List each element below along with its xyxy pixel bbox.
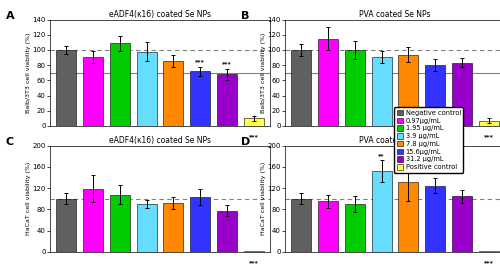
- Bar: [110, 43, 130, 126]
- Bar: [372, 171, 392, 252]
- Bar: [244, 118, 264, 126]
- Title: eADF4(κ16) coated Se NPs: eADF4(κ16) coated Se NPs: [109, 10, 211, 19]
- Text: **: **: [378, 153, 385, 158]
- Bar: [318, 39, 338, 126]
- Bar: [190, 71, 210, 126]
- Title: eADF4(κ16) coated Se NPs: eADF4(κ16) coated Se NPs: [109, 136, 211, 145]
- Bar: [83, 189, 103, 252]
- Y-axis label: HaCaT cell viability (%): HaCaT cell viability (%): [26, 162, 31, 235]
- Bar: [425, 65, 446, 126]
- Bar: [244, 251, 264, 252]
- Bar: [110, 195, 130, 252]
- Bar: [291, 199, 311, 252]
- Bar: [425, 186, 446, 252]
- Y-axis label: HaCaT cell viability (%): HaCaT cell viability (%): [261, 162, 266, 235]
- Bar: [372, 57, 392, 126]
- Bar: [318, 202, 338, 252]
- Bar: [479, 121, 499, 126]
- Bar: [190, 197, 210, 252]
- Y-axis label: Balb/3T3 cell viability (%): Balb/3T3 cell viability (%): [26, 32, 31, 113]
- Bar: [398, 182, 418, 252]
- Legend: Negative control, 0.97μg/mL, 1.95 μg/mL, 3.9 μg/mL, 7.8 μg/mL, 15.6μg/mL, 31.2 μ: Negative control, 0.97μg/mL, 1.95 μg/mL,…: [394, 107, 464, 173]
- Text: C: C: [6, 137, 14, 147]
- Text: A: A: [6, 11, 14, 21]
- Y-axis label: Balb/3T3 cell viability (%): Balb/3T3 cell viability (%): [261, 32, 266, 113]
- Bar: [83, 57, 103, 126]
- Bar: [452, 63, 472, 126]
- Bar: [344, 50, 365, 126]
- Bar: [136, 52, 156, 126]
- Bar: [291, 50, 311, 126]
- Text: B: B: [241, 11, 250, 21]
- Bar: [479, 251, 499, 252]
- Bar: [136, 204, 156, 252]
- Text: ***: ***: [484, 260, 494, 265]
- Bar: [452, 196, 472, 252]
- Bar: [344, 204, 365, 252]
- Bar: [56, 50, 76, 126]
- Text: ***: ***: [249, 260, 259, 265]
- Bar: [398, 55, 418, 126]
- Bar: [217, 211, 237, 252]
- Bar: [217, 74, 237, 126]
- Title: PVA coated Se NPs: PVA coated Se NPs: [359, 10, 431, 19]
- Bar: [164, 61, 184, 126]
- Text: ***: ***: [484, 134, 494, 139]
- Text: ***: ***: [196, 59, 205, 64]
- Text: ***: ***: [222, 61, 232, 66]
- Title: PVA coated Se NPs: PVA coated Se NPs: [359, 136, 431, 145]
- Text: ***: ***: [249, 134, 259, 139]
- Bar: [164, 203, 184, 252]
- Bar: [56, 199, 76, 252]
- Text: D: D: [241, 137, 250, 147]
